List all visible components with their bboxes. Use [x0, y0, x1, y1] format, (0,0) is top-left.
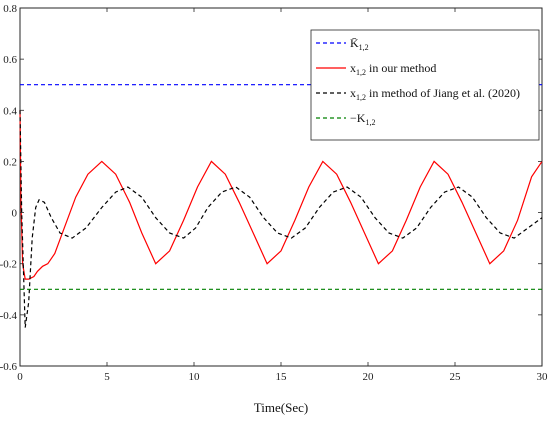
- legend-label-3: −K1,2: [350, 111, 375, 127]
- y-tick-label: 0.4: [3, 105, 17, 117]
- x-tick-label: 5: [104, 371, 110, 383]
- y-tick-label: -0.6: [0, 361, 17, 373]
- x-axis-label: Time(Sec): [254, 400, 308, 415]
- legend-label-1: x1,2 in our method: [350, 61, 436, 77]
- legend-box: [310, 29, 540, 141]
- x-tick-label: 0: [17, 371, 23, 383]
- legend-label-2: x1,2 in method of Jiang et al. (2020): [350, 86, 520, 102]
- x-tick-label: 15: [276, 371, 288, 383]
- y-tick-label: 0.8: [3, 3, 17, 15]
- legend: K̄1,2 x1,2 in our method x1,2 in method of…: [310, 29, 540, 141]
- x-tick-label: 25: [450, 371, 462, 383]
- series-line-2: [19, 110, 543, 328]
- y-tick-label: 0.2: [3, 156, 17, 168]
- y-tick-label: -0.2: [0, 259, 17, 271]
- y-tick-label: 0: [12, 208, 18, 220]
- y-tick-label: 0.6: [3, 54, 17, 66]
- axes-layer: 0 5 10 15 20 25 30 -0.6 -0.4 -0.2 0 0.2 0.4 0.6 0.8: [0, 3, 548, 383]
- x-tick-label: 10: [189, 371, 201, 383]
- x-tick-label: 30: [537, 371, 549, 383]
- x-tick-label: 20: [363, 371, 375, 383]
- y-tick-label: -0.4: [0, 310, 17, 322]
- legend-label-0: K̄1,2: [350, 36, 369, 52]
